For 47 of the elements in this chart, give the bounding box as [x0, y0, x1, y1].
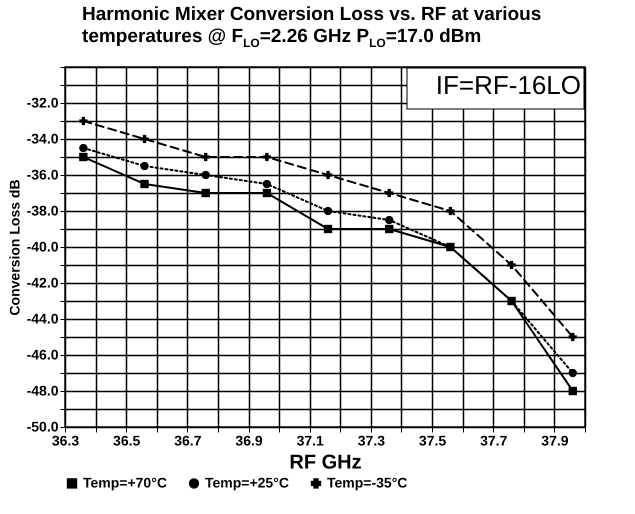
- point: [202, 188, 210, 197]
- x-tick-label: 37.9: [541, 432, 569, 448]
- point: [262, 152, 272, 161]
- point: [262, 188, 272, 197]
- point: [507, 260, 516, 269]
- point: [568, 332, 577, 341]
- legend-label: Temp=+70°C: [83, 474, 167, 490]
- y-tick-label: -38.0: [26, 202, 59, 218]
- y-tick-label: -48.0: [26, 382, 59, 398]
- point: [385, 224, 394, 233]
- point: [385, 216, 394, 224]
- point: [140, 180, 149, 188]
- point: [262, 180, 272, 188]
- point: [79, 152, 88, 161]
- point: [140, 162, 149, 170]
- x-tick-label: 36.7: [174, 432, 202, 448]
- point: [324, 206, 332, 215]
- y-tick-label: -46.0: [26, 346, 59, 362]
- x-tick-label: 36.3: [52, 432, 80, 448]
- y-axis-title: Conversion Loss dB: [6, 179, 23, 316]
- point: [79, 144, 88, 152]
- x-tick-label: 37.3: [358, 432, 386, 448]
- x-tick-label: 37.5: [418, 432, 446, 448]
- y-tick-label: -36.0: [26, 166, 59, 182]
- point: [202, 152, 210, 161]
- y-tick-label: -40.0: [26, 238, 59, 254]
- point: [568, 368, 577, 377]
- point: [446, 206, 455, 215]
- x-tick-label: 37.1: [296, 432, 324, 448]
- point: [568, 386, 577, 395]
- point: [324, 224, 332, 233]
- y-tick-label: -50.0: [26, 418, 59, 434]
- point: [79, 116, 88, 125]
- y-tick-label: -44.0: [26, 310, 59, 326]
- x-tick-label: 36.9: [235, 432, 263, 448]
- y-tick-label: -32.0: [26, 94, 59, 110]
- y-tick-label: -42.0: [26, 274, 59, 290]
- y-tick-label: -34.0: [26, 130, 59, 146]
- x-axis-title: RF GHz: [289, 451, 362, 474]
- legend-label: Temp=-35°C: [327, 474, 408, 490]
- annotation: IF=RF-16LO: [436, 70, 581, 100]
- x-tick-label: 36.5: [113, 432, 141, 448]
- x-tick-label: 37.7: [480, 432, 508, 448]
- point: [202, 170, 210, 179]
- chart-title: Harmonic Mixer Conversion Loss vs. RF at various temperatures @ F$_{LO}$=2.26 GHz P$_{LO}$=17.0 dBm: [81, 3, 542, 52]
- legend-label: Temp=+25°C: [205, 474, 289, 490]
- point: [385, 188, 394, 197]
